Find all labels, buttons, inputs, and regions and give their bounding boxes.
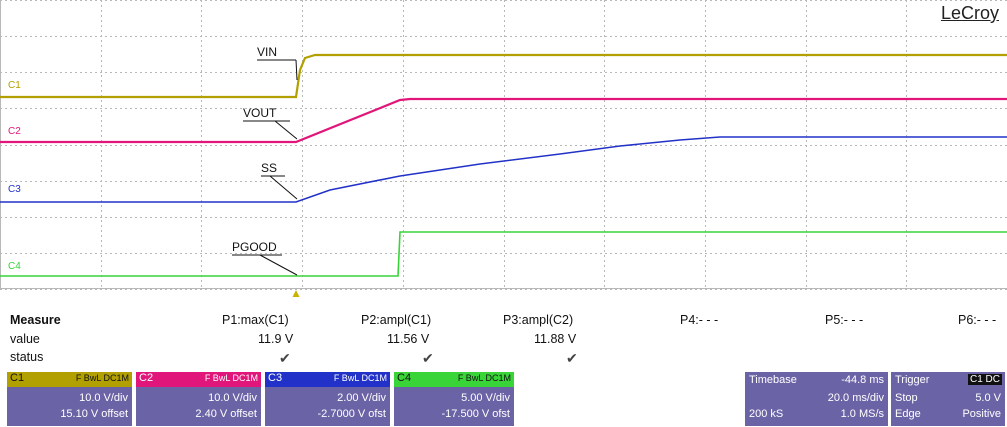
panel-chips: F BwL DC1M: [457, 373, 511, 383]
panel-header: C1 F BwL DC1M: [7, 372, 132, 387]
channel-marker-c3: C3: [8, 184, 21, 195]
panel-chips: F BwL DC1M: [333, 373, 387, 383]
channel-marker-c2: C2: [8, 126, 21, 137]
panel-tag: C4: [397, 372, 412, 384]
param-label-p6[interactable]: P6:- - -: [958, 313, 997, 327]
trigger-marker-icon: [292, 290, 300, 297]
trigger-type: Edge: [895, 408, 921, 420]
measure-header-row: Measure P1:max(C1) P2:ampl(C1) P3:ampl(C…: [0, 313, 1007, 331]
measure-value-row: value 11.9 V 11.56 V 11.88 V: [0, 332, 1007, 350]
panel-tag: C1: [10, 372, 25, 384]
panel-scale: 5.00 V/div: [461, 392, 510, 404]
check-icon: ✔: [279, 350, 291, 366]
waveform-grid: [0, 0, 1007, 297]
check-icon: ✔: [422, 350, 434, 366]
panel-offset: 2.40 V offset: [195, 408, 257, 420]
timebase-label: Timebase: [749, 374, 797, 386]
label-ss: SS: [261, 161, 278, 175]
trigger-level: 5.0 V: [975, 392, 1001, 404]
timebase-rate: 1.0 MS/s: [840, 408, 884, 420]
param-label-p3[interactable]: P3:ampl(C2): [503, 313, 574, 327]
timebase-samples: 200 kS: [749, 408, 784, 420]
panel-offset: 15.10 V offset: [60, 408, 128, 420]
measure-title: Measure: [10, 313, 61, 327]
panel-scale: 2.00 V/div: [337, 392, 386, 404]
param-value-p3: 11.88 V: [534, 332, 577, 346]
value-row-label: value: [10, 332, 40, 346]
trigger-panel[interactable]: Trigger C1 DC Stop 5.0 V Edge Positive: [891, 372, 1005, 426]
channel-panel-c1[interactable]: C1 F BwL DC1M 10.0 V/div 15.10 V offset: [7, 372, 132, 426]
panel-header: C2 F BwL DC1M: [136, 372, 261, 387]
panel-tag: C3: [268, 372, 283, 384]
trigger-mode: Stop: [895, 392, 918, 404]
param-label-p4[interactable]: P4:- - -: [680, 313, 719, 327]
trace-vout: [0, 97, 1007, 144]
channel-panel-c3[interactable]: C3 F BwL DC1M 2.00 V/div -2.7000 V ofst: [265, 372, 390, 426]
panel-chips: F BwL DC1M: [75, 373, 129, 383]
trace-ss: [0, 136, 1007, 203]
timebase-tdiv: 20.0 ms/div: [827, 392, 884, 404]
status-row-label: status: [10, 350, 44, 364]
timebase-panel[interactable]: Timebase -44.8 ms 20.0 ms/div 200 kS 1.0…: [745, 372, 888, 426]
check-icon: ✔: [566, 350, 578, 366]
oscilloscope-display: LeCroy C1 C2 C3 C4 VIN VOUT SS PGOOD: [0, 0, 1007, 297]
trigger-label: Trigger: [895, 374, 930, 386]
measure-status-row: status ✔ ✔ ✔: [0, 350, 1007, 368]
label-vin: VIN: [257, 45, 278, 59]
panel-tag: C2: [139, 372, 154, 384]
panel-offset: -2.7000 V ofst: [317, 408, 387, 420]
panel-header: C3 F BwL DC1M: [265, 372, 390, 387]
panel-header: C4 F BwL DC1M: [394, 372, 514, 387]
label-vout: VOUT: [243, 106, 277, 120]
channel-panel-c2[interactable]: C2 F BwL DC1M 10.0 V/div 2.40 V offset: [136, 372, 261, 426]
brand-logo: LeCroy: [940, 3, 999, 23]
param-label-p1[interactable]: P1:max(C1): [222, 313, 289, 327]
panel-scale: 10.0 V/div: [79, 392, 128, 404]
panel-scale: 10.0 V/div: [208, 392, 257, 404]
trigger-slope: Positive: [962, 408, 1001, 420]
panel-offset: -17.500 V ofst: [441, 408, 511, 420]
param-value-p2: 11.56 V: [387, 332, 430, 346]
param-label-p2[interactable]: P2:ampl(C1): [361, 313, 432, 327]
trigger-chips: C1 DC: [967, 374, 1002, 385]
trace-pgood: [0, 231, 1007, 277]
timebase-delay: -44.8 ms: [841, 374, 884, 386]
param-label-p5[interactable]: P5:- - -: [825, 313, 864, 327]
channel-marker-c4: C4: [8, 261, 21, 272]
label-pgood: PGOOD: [232, 240, 277, 254]
panel-chips: F BwL DC1M: [204, 373, 258, 383]
trace-vin: [0, 53, 1007, 99]
param-value-p1: 11.9 V: [258, 332, 294, 346]
channel-marker-c1: C1: [8, 80, 21, 91]
channel-panel-c4[interactable]: C4 F BwL DC1M 5.00 V/div -17.500 V ofst: [394, 372, 514, 426]
